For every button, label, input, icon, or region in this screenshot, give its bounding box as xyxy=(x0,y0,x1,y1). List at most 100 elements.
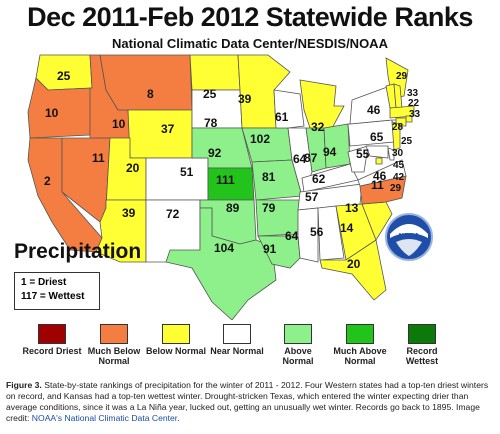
legend-label: Record Driest xyxy=(22,346,82,356)
legend-label: Near Normal xyxy=(210,346,264,356)
legend-label: Below Normal xyxy=(146,346,207,356)
rank-label-in: 87 xyxy=(304,151,318,165)
legend-item-much-above: Much Above Normal xyxy=(330,324,390,366)
legend-item-much-below: Much Below Normal xyxy=(84,324,144,366)
state-ny xyxy=(349,85,399,125)
state-mt xyxy=(99,54,193,111)
rank-label-pa: 65 xyxy=(370,130,384,144)
noaa-logo-text: NOAA xyxy=(399,233,420,240)
rank-label-nj: 30 xyxy=(392,148,404,159)
state-va xyxy=(357,159,407,187)
rank-label-ok: 89 xyxy=(226,201,240,215)
legend-item-above: Above Normal xyxy=(268,324,328,366)
state-nd xyxy=(189,54,241,91)
rank-label-wv: 55 xyxy=(356,147,370,161)
rank-label-vt: 33 xyxy=(407,88,419,99)
legend-label: Record Wettest xyxy=(405,346,439,366)
rank-label-al: 56 xyxy=(310,225,324,239)
rank-label-sc: 13 xyxy=(345,201,359,215)
image-credit-link[interactable]: NOAA's National Climatic Data Center xyxy=(31,413,178,423)
rank-label-nd: 25 xyxy=(203,87,217,101)
rank-label-md: 42 xyxy=(393,172,405,183)
rank-label-tn: 57 xyxy=(305,190,319,204)
legend-swatch xyxy=(223,324,251,344)
rank-label-ri: 28 xyxy=(392,122,404,133)
legend-swatch xyxy=(284,324,312,344)
rank-label-nm: 72 xyxy=(166,207,180,221)
rank-label-mo: 81 xyxy=(262,170,276,184)
figure-label: Figure 3. xyxy=(6,380,42,390)
rank-label-ny: 46 xyxy=(367,103,381,117)
state-co xyxy=(145,157,209,201)
rank-label-sd: 78 xyxy=(204,116,218,130)
legend-swatch xyxy=(408,324,436,344)
rank-label-ga: 14 xyxy=(340,221,354,235)
state-fl xyxy=(319,239,387,301)
map-subtitle: National Climatic Data Center/NESDIS/NOA… xyxy=(112,36,388,51)
rank-label-fl: 20 xyxy=(347,257,361,271)
rank-label-wa: 25 xyxy=(57,69,71,83)
legend-label: Much Below Normal xyxy=(87,346,141,366)
rank-label-az: 39 xyxy=(122,206,136,220)
state-ma xyxy=(389,105,415,119)
legend-item-record-driest: Record Driest xyxy=(22,324,82,356)
rank-label-va: 46 xyxy=(373,169,387,183)
rank-label-ks: 111 xyxy=(216,173,235,187)
rank-label-mn: 39 xyxy=(238,92,252,106)
rank-label-va_dc: 29 xyxy=(390,183,402,194)
map-variable-label: Precipitation xyxy=(14,240,142,263)
legend-item-record-wettest: Record Wettest xyxy=(392,324,452,366)
rank-key-box: 1 = Driest 117 = Wettest xyxy=(14,272,100,310)
legend-item-below: Below Normal xyxy=(146,324,206,356)
rank-label-nc: 11 xyxy=(371,178,384,192)
legend-swatch xyxy=(346,324,374,344)
rank-label-nv: 11 xyxy=(92,151,105,165)
rank-label-de: 45 xyxy=(393,160,405,171)
rank-label-me: 29 xyxy=(396,71,408,82)
legend-swatch xyxy=(38,324,66,344)
us-precipitation-rank-map: 25 102 11 10 8 37 20 39 51 72 25 78 92 111 89 104 39 10 28… xyxy=(27,54,421,320)
rank-label-ky: 62 xyxy=(312,172,326,186)
rank-label-il: 64 xyxy=(293,152,307,166)
state-va_dc xyxy=(375,157,383,165)
state-al xyxy=(317,205,345,261)
state-wv xyxy=(347,145,369,173)
map-title: Dec 2011-Feb 2012 Statewide Ranks xyxy=(27,2,473,32)
caption-text: State-by-state rankings of precipitation… xyxy=(6,380,489,423)
rank-label-nh: 22 xyxy=(408,98,420,109)
state-wi xyxy=(273,89,305,129)
rank-label-id: 10 xyxy=(112,117,126,131)
rank-label-co: 51 xyxy=(180,165,194,179)
state-tx xyxy=(165,207,277,320)
rank-label-mt: 8 xyxy=(147,87,154,101)
rank-label-wi: 61 xyxy=(275,110,289,124)
legend-swatch xyxy=(100,324,128,344)
rank-label-ne: 92 xyxy=(208,146,222,160)
rank-key-wettest: 117 = Wettest xyxy=(21,291,85,302)
figure-caption: Figure 3. State-by-state rankings of pre… xyxy=(6,380,494,424)
rank-label-la: 91 xyxy=(263,242,277,256)
rank-label-ia: 102 xyxy=(250,132,270,146)
rank-label-mi: 32 xyxy=(311,120,325,134)
legend-label: Above Normal xyxy=(282,346,314,366)
rank-key-driest: 1 = Driest xyxy=(21,277,67,288)
legend-item-near: Near Normal xyxy=(207,324,267,356)
legend-swatch xyxy=(162,324,190,344)
rank-label-or: 10 xyxy=(45,106,59,120)
state-ms xyxy=(297,207,319,263)
state-md xyxy=(365,145,389,159)
rank-label-tx: 104 xyxy=(214,241,234,255)
noaa-logo: NOAA xyxy=(385,213,433,261)
state-nj xyxy=(391,121,401,151)
rank-label-ar: 79 xyxy=(262,201,276,215)
rank-label-ct: 25 xyxy=(401,136,413,147)
rank-label-wy: 37 xyxy=(161,122,175,136)
legend-label: Much Above Normal xyxy=(333,346,387,366)
rank-label-oh: 94 xyxy=(323,145,337,159)
caption-end: . xyxy=(177,413,180,423)
rank-label-ms: 64 xyxy=(285,229,299,243)
rank-label-ma: 33 xyxy=(409,109,421,120)
state-la xyxy=(257,235,301,269)
state-wy xyxy=(127,109,193,159)
rank-label-ut: 20 xyxy=(126,161,140,175)
